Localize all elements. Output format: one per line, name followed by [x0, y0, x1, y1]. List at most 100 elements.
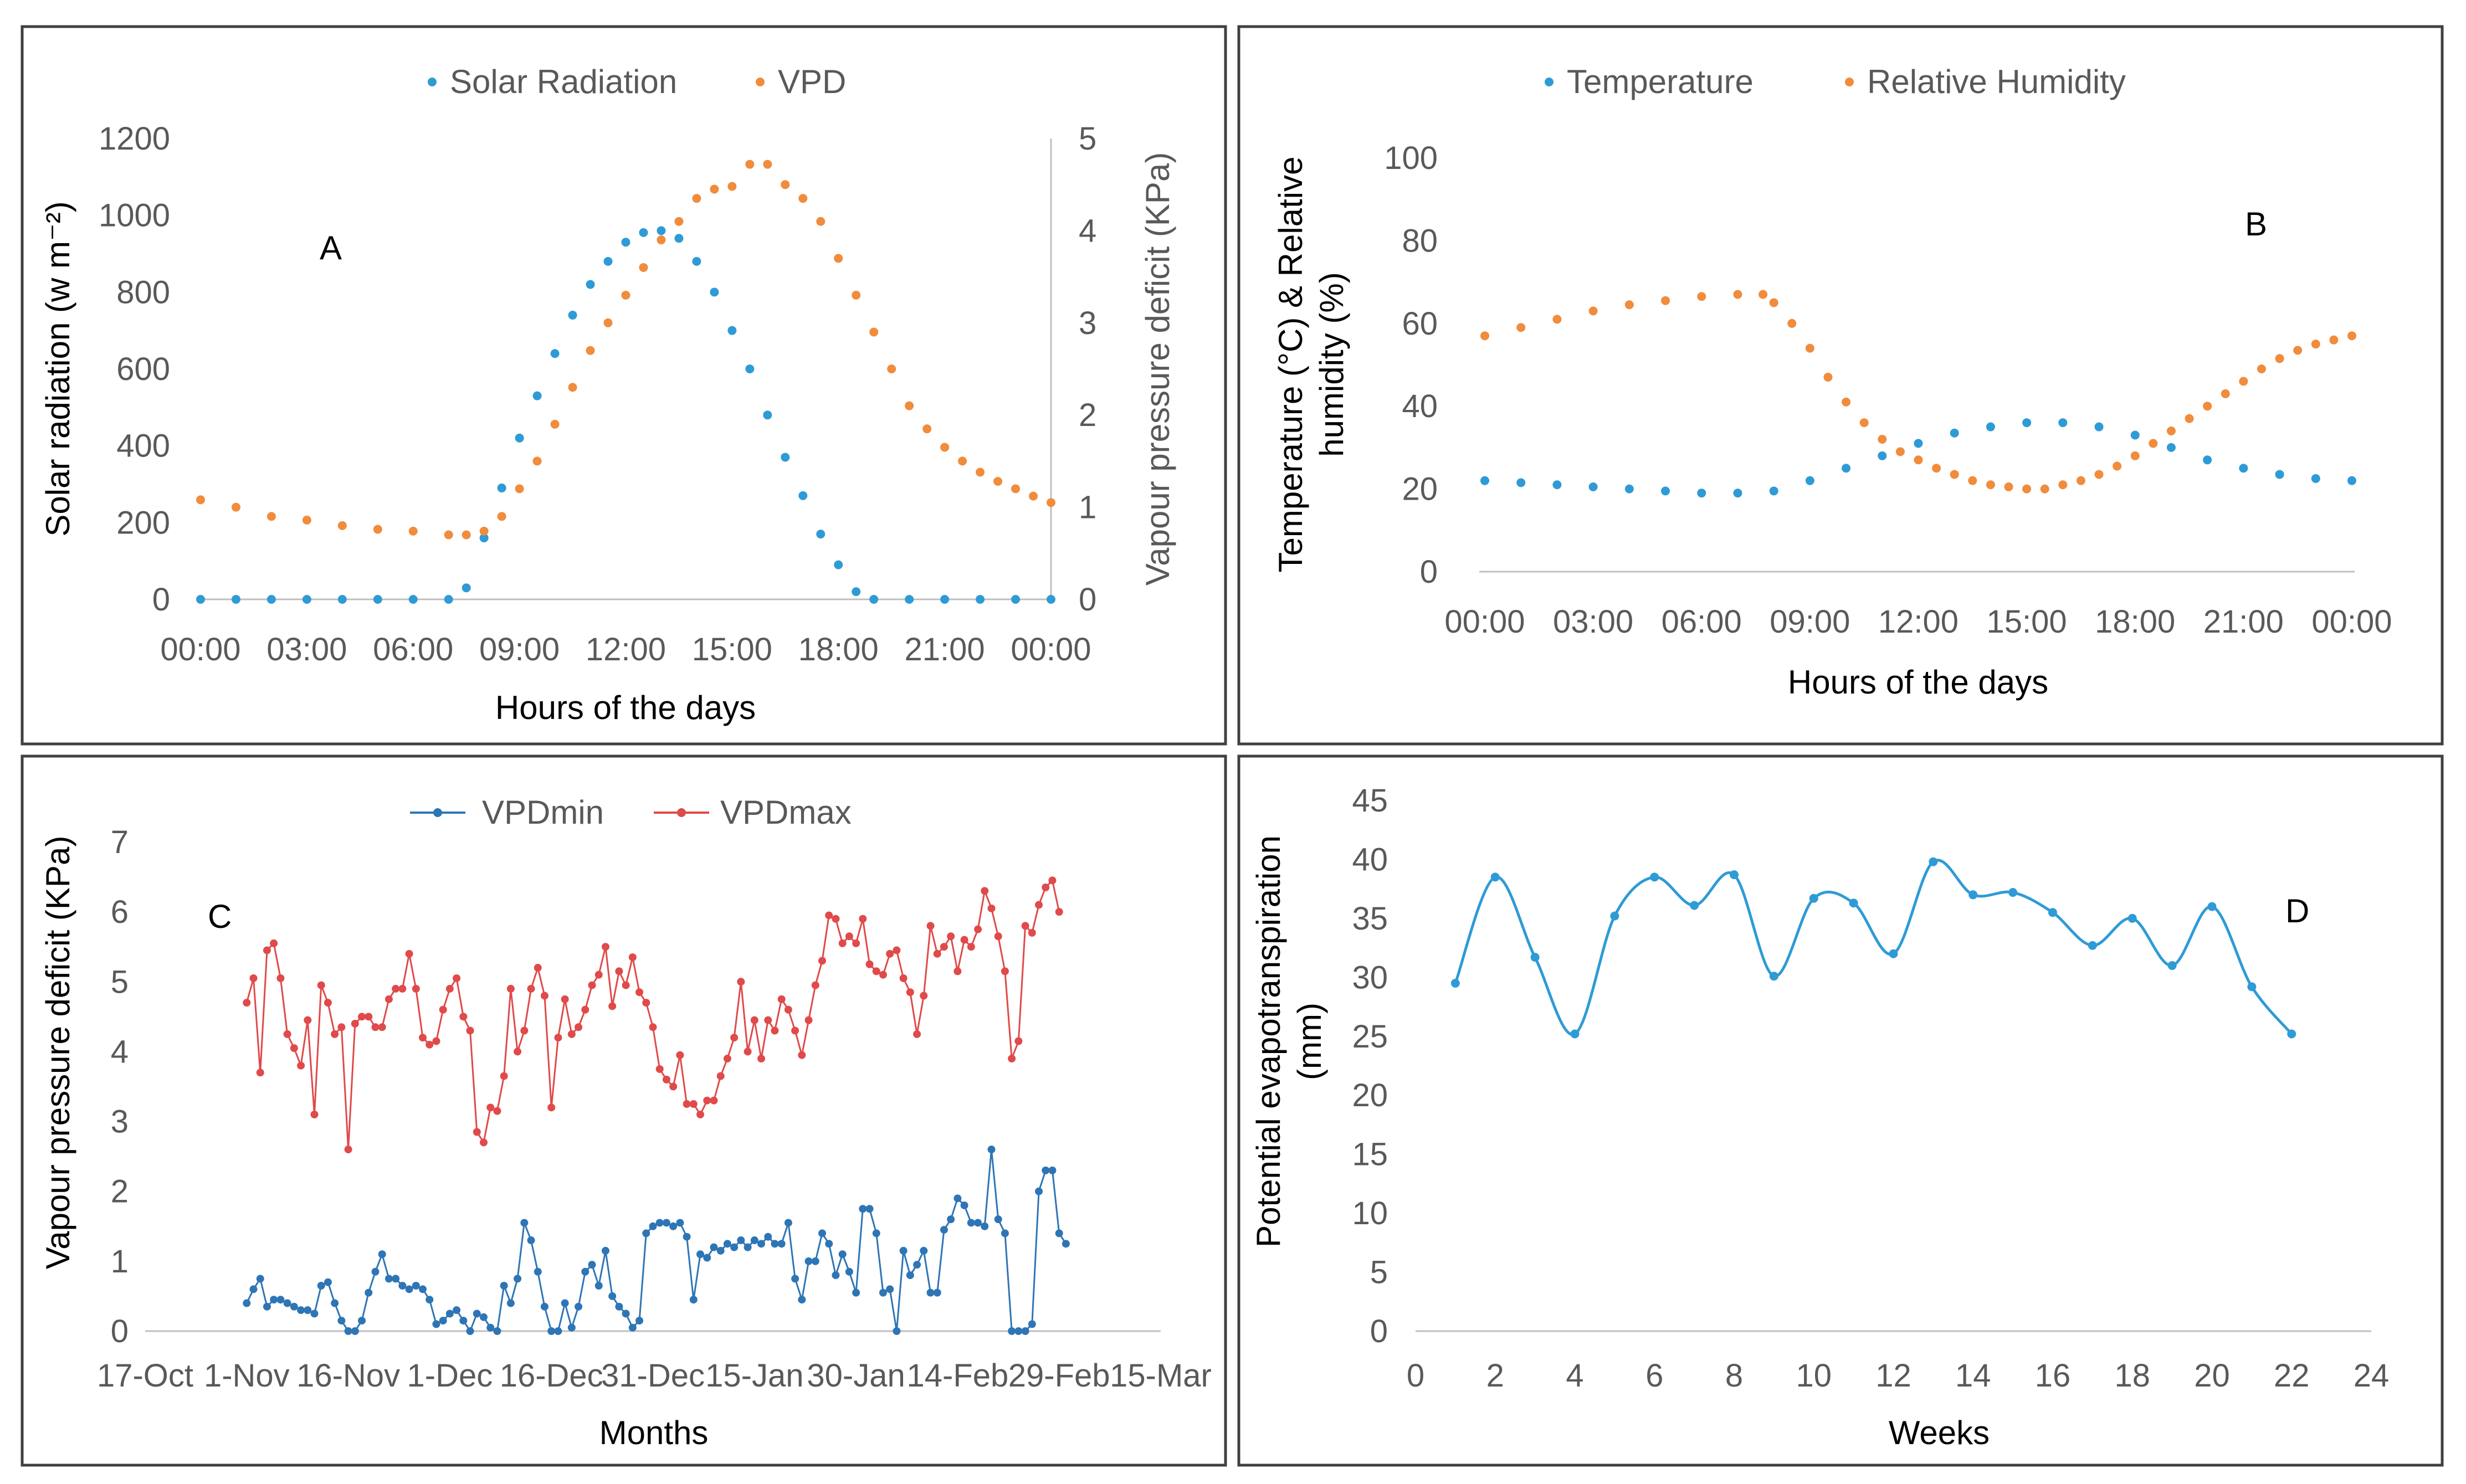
- relative-humidity-point: [2293, 346, 2303, 355]
- panel-d-frame: [1237, 754, 2444, 1467]
- panel-c-y-tick-label: 2: [111, 1174, 129, 1210]
- vpdmax-point: [378, 1023, 386, 1031]
- panel-d-x-tick-label: 24: [2354, 1358, 2390, 1394]
- panel-c-y-tick-label: 4: [111, 1034, 129, 1070]
- solar-radiation-point: [196, 595, 205, 604]
- panel-c-x-tick-label: 30-Jan: [807, 1358, 905, 1394]
- relative-humidity-point: [2347, 331, 2356, 341]
- vpdmin-point: [324, 1278, 332, 1286]
- vpdmax-point: [777, 995, 786, 1003]
- vpdmax-point: [520, 1026, 529, 1035]
- vpdmax-point: [1042, 883, 1050, 891]
- panel-b-letter: B: [2245, 206, 2267, 243]
- temperature-point: [2311, 474, 2320, 483]
- temperature-point: [2022, 418, 2032, 428]
- vpd-point: [781, 180, 790, 189]
- vpdmax-point: [662, 1075, 670, 1084]
- solar-radiation-point: [266, 595, 276, 604]
- panel-b-y-tick-label: 60: [1402, 306, 1438, 342]
- pet-point: [1889, 949, 1898, 958]
- vpdmax-point: [425, 1040, 434, 1049]
- vpdmin-point: [845, 1267, 853, 1276]
- panel-a-x-tick-label: 06:00: [373, 631, 453, 667]
- vpdmin-point: [1062, 1240, 1070, 1248]
- vpdmin-point: [865, 1205, 874, 1213]
- vpdmin-point: [906, 1271, 914, 1280]
- vpdmin-point: [276, 1296, 285, 1304]
- vpdmin-point: [852, 1288, 860, 1297]
- panel-c-x-tick-label: 1-Nov: [204, 1358, 290, 1394]
- vpdmin-point: [981, 1222, 989, 1230]
- solar-radiation-point: [816, 530, 826, 539]
- vpdmax-point: [500, 1072, 508, 1080]
- panel-d-x-tick-label: 10: [1796, 1358, 1832, 1394]
- pet-point: [2088, 941, 2097, 950]
- vpdmax-point: [981, 887, 989, 895]
- relative-humidity-point: [1588, 306, 1598, 316]
- vpd-point: [869, 327, 879, 337]
- vpdmin-point: [649, 1222, 657, 1230]
- relative-humidity-point: [1516, 323, 1526, 332]
- solar-radiation-point: [781, 453, 790, 462]
- temperature-point: [2203, 455, 2212, 465]
- vpdmax-point: [899, 974, 908, 982]
- panel-a-x-axis-title: Hours of the days: [495, 689, 756, 726]
- vpdmin-point: [554, 1327, 562, 1335]
- vpdmax-point: [683, 1100, 691, 1108]
- vpd-point: [586, 346, 595, 355]
- vpdmax-point: [791, 1026, 799, 1035]
- vpdmin-point: [1055, 1229, 1063, 1237]
- vpdmax-point: [710, 1096, 718, 1105]
- vpdmin-point: [304, 1306, 312, 1314]
- vpdmax-point: [527, 984, 535, 993]
- vpdmin-point: [744, 1243, 752, 1251]
- vpdmax-point: [344, 1146, 352, 1154]
- panel-b-x-tick-label: 00:00: [2311, 604, 2392, 640]
- vpdmin-point: [1028, 1320, 1036, 1328]
- panel-b-y-tick-label: 0: [1420, 554, 1438, 590]
- panel-c-x-tick-label: 1-Dec: [407, 1358, 493, 1394]
- panel-a-chart: Solar Radiation VPD A 0 200 400 600 800 1000 1…: [39, 63, 1176, 726]
- vpdmin-point: [466, 1327, 474, 1335]
- vpdmax-point: [493, 1107, 501, 1115]
- vpdmax-point: [872, 967, 880, 975]
- vpdmax-point: [486, 1103, 495, 1112]
- legend-label-temperature: Temperature: [1567, 63, 1754, 100]
- pet-point: [2127, 913, 2137, 923]
- vpdmin-point: [392, 1275, 400, 1283]
- vpdmax-point: [445, 984, 454, 993]
- temperature-point: [2275, 470, 2284, 479]
- vpd-point: [922, 424, 932, 434]
- vpdmin-point: [798, 1296, 806, 1304]
- vpdmax-point: [588, 981, 596, 989]
- relative-humidity-point: [2113, 461, 2122, 471]
- vpdmax-point: [398, 984, 407, 993]
- vpdmin-point: [696, 1250, 705, 1259]
- vpd-point: [692, 194, 701, 203]
- vpdmin-point: [683, 1233, 691, 1241]
- temperature-point: [2239, 464, 2248, 473]
- vpdmin-point: [547, 1327, 556, 1335]
- panel-c-x-tick-label: 31-Dec: [601, 1358, 705, 1394]
- panel-c-x-tick-label: 17-Oct: [97, 1358, 193, 1394]
- temperature-point: [1516, 478, 1526, 487]
- vpdmax-point: [933, 949, 941, 958]
- vpdmin-point: [445, 1310, 454, 1318]
- panel-a-y-tick-label: 1000: [99, 198, 170, 234]
- relative-humidity-point: [1787, 319, 1797, 328]
- vpdmax-point: [243, 999, 251, 1007]
- relative-humidity-point: [2221, 389, 2230, 398]
- vpd-point: [852, 290, 861, 300]
- panel-d-x-tick-label: 2: [1486, 1358, 1504, 1394]
- relative-humidity-point: [2149, 439, 2158, 448]
- pet-point: [1650, 872, 1659, 882]
- relative-humidity-point: [2329, 335, 2339, 345]
- relative-humidity-point: [1733, 290, 1742, 299]
- panel-a-y-tick-label: 400: [116, 428, 170, 464]
- vpdmin-point: [398, 1282, 407, 1290]
- vpdmin-point: [655, 1219, 664, 1227]
- vpdmin-point: [967, 1219, 975, 1227]
- vpdmin-point: [453, 1306, 461, 1314]
- panel-d-y-tick-label: 25: [1352, 1019, 1388, 1055]
